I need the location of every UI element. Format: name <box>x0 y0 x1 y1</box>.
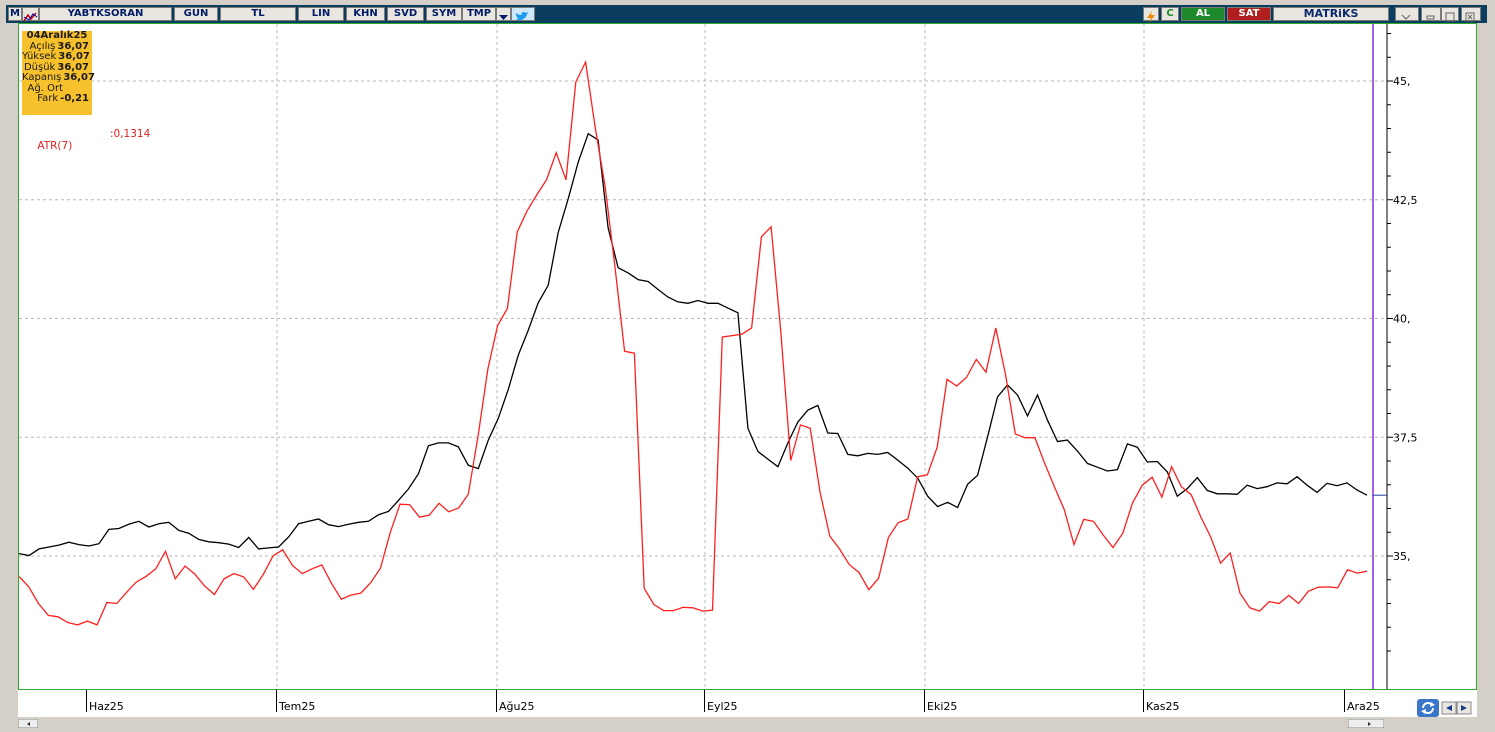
maximize-icon[interactable] <box>1441 7 1459 22</box>
scroll-right-button[interactable] <box>1347 713 1385 732</box>
khn-button[interactable]: KHN <box>346 7 385 21</box>
period-field[interactable]: GUN <box>174 7 218 21</box>
info-row-label: Düşük <box>23 61 56 73</box>
y-tick-label: 42,5 <box>1393 194 1418 207</box>
nav-left-icon[interactable] <box>1441 701 1457 715</box>
atr-label: ATR(7) <box>37 140 73 152</box>
x-tick <box>924 690 925 712</box>
info-row: Açılış 36,07 <box>22 40 92 53</box>
info-row: Kapanış 36,07 <box>22 72 95 84</box>
sell-button[interactable]: SAT <box>1227 7 1271 21</box>
x-tick <box>86 690 87 712</box>
chart-type-icon[interactable] <box>22 7 39 22</box>
y-tick-label: 35, <box>1393 550 1411 563</box>
info-row-value: 36,07 <box>57 40 89 52</box>
tmp-button[interactable]: TMP <box>462 7 496 21</box>
logo: M <box>8 7 22 21</box>
x-tick <box>496 690 497 712</box>
atr-indicator: ATR(7) :0,1314 <box>24 128 150 176</box>
info-date: 04Aralık25 <box>26 30 88 41</box>
x-tick <box>1344 690 1345 712</box>
ohlc-info-box: 04Aralık25 Açılış 36,07 Yüksek 36,07 Düşük 36… <box>22 30 95 115</box>
buy-button[interactable]: AL <box>1181 7 1225 21</box>
y-tick-label: 37,5 <box>1393 431 1418 444</box>
x-tick-label: Ara25 <box>1347 700 1380 713</box>
refresh-icon[interactable] <box>1417 699 1439 717</box>
x-tick <box>704 690 705 712</box>
x-axis: Haz25 Tem25 Ağu25 Eyl25 Eki25 Kas25 Ara25 <box>18 690 1477 717</box>
twitter-icon[interactable] <box>511 7 535 21</box>
sym-button[interactable]: SYM <box>426 7 462 21</box>
matriks-brand: MATRiKS <box>1273 7 1389 21</box>
x-tick-label: Tem25 <box>279 700 316 713</box>
x-tick <box>276 690 277 712</box>
info-row-label: Fark <box>37 93 59 104</box>
info-row: Düşük 36,07 <box>22 61 92 74</box>
info-row-value: 36,07 <box>58 51 90 62</box>
y-tick-label: 40, <box>1393 313 1411 326</box>
info-row-label: Yüksek <box>22 51 57 62</box>
close-icon[interactable] <box>1461 7 1481 22</box>
info-row: Yüksek 36,07 <box>22 51 92 63</box>
chart-toolbar: M YABTKSORAN GUN TL LIN KHN SVD SYM TMP … <box>6 5 1487 23</box>
series-line-0 <box>18 132 1368 557</box>
plot-area[interactable]: 45, 42,5 40, 37,5 35, <box>18 23 1477 690</box>
info-row: Fark -0,21 <box>22 93 92 105</box>
minimize-icon[interactable] <box>1421 7 1441 21</box>
x-tick <box>1143 690 1144 712</box>
info-row: Ağ. Ort <box>22 82 92 95</box>
series-line-1 <box>18 59 1368 626</box>
info-row-value: 36,07 <box>57 61 89 73</box>
scroll-left-button[interactable] <box>17 713 39 729</box>
symbol-field[interactable]: YABTKSORAN <box>39 7 172 21</box>
x-tick-label: Ağu25 <box>499 700 535 713</box>
lightning-icon[interactable] <box>1143 7 1159 23</box>
info-row-label: Ağ. Ort <box>27 82 63 94</box>
x-tick-label: Eyl25 <box>707 700 738 713</box>
chart-window: M YABTKSORAN GUN TL LIN KHN SVD SYM TMP … <box>6 5 1487 729</box>
atr-value: :0,1314 <box>110 128 151 140</box>
x-tick-label: Kas25 <box>1146 700 1180 713</box>
price-chart: 45, 42,5 40, 37,5 35, <box>18 24 1418 689</box>
x-tick-label: Eki25 <box>927 700 958 713</box>
lin-button[interactable]: LIN <box>298 7 344 21</box>
svd-button[interactable]: SVD <box>387 7 424 21</box>
menu-icon[interactable] <box>1395 7 1419 21</box>
currency-field[interactable]: TL <box>220 7 296 21</box>
c-button[interactable]: C <box>1161 7 1179 21</box>
x-tick-label: Haz25 <box>89 700 124 713</box>
chart-nav-controls <box>1417 698 1477 722</box>
nav-right-icon[interactable] <box>1456 701 1472 715</box>
dropdown-arrow-icon[interactable] <box>496 7 511 21</box>
info-row-label: Açılış <box>29 40 56 52</box>
info-row-value: 36,07 <box>63 72 95 83</box>
y-tick-label: 45, <box>1393 75 1411 88</box>
info-row-label: Kapanış <box>22 72 62 83</box>
info-row-value: -0,21 <box>60 93 89 104</box>
